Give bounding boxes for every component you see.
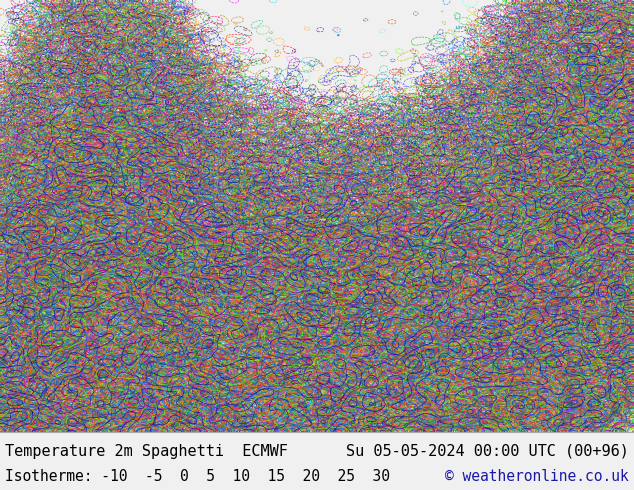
Text: 15: 15 [526,279,536,289]
Text: -10: -10 [232,109,245,117]
Text: 0: 0 [265,222,272,230]
Text: -10: -10 [157,25,167,38]
Text: 0: 0 [430,210,437,217]
Text: 0: 0 [408,205,413,211]
Text: -5: -5 [179,126,186,133]
Text: 5: 5 [245,255,251,262]
Text: 20: 20 [488,413,498,423]
Text: 15: 15 [494,331,504,339]
Text: 5: 5 [96,150,103,157]
Text: 5: 5 [370,270,377,277]
Text: -5: -5 [452,138,460,146]
Text: -5: -5 [307,188,316,196]
Text: 5: 5 [168,199,175,206]
Text: Isotherme: -10  -5  0  5  10  15  20  25  30: Isotherme: -10 -5 0 5 10 15 20 25 30 [5,469,390,484]
Text: 10: 10 [0,357,8,368]
Text: 25: 25 [564,401,574,408]
Text: 0: 0 [133,113,140,121]
Text: 10: 10 [281,374,291,381]
Text: 0: 0 [462,188,469,196]
Text: 10: 10 [207,286,216,297]
Text: Temperature 2m Spaghetti  ECMWF: Temperature 2m Spaghetti ECMWF [5,444,288,459]
Text: © weatheronline.co.uk: © weatheronline.co.uk [445,469,629,484]
Text: Su 05-05-2024 00:00 UTC (00+96): Su 05-05-2024 00:00 UTC (00+96) [346,444,629,459]
Text: 30: 30 [609,406,620,417]
Text: -10: -10 [57,18,70,27]
Text: 15: 15 [238,418,249,428]
Text: -5: -5 [129,43,138,51]
Text: 20: 20 [159,338,169,348]
Text: -10: -10 [285,121,297,130]
Text: 25: 25 [75,415,81,423]
Text: 15: 15 [168,285,179,294]
Text: -5: -5 [248,179,257,188]
Text: 20: 20 [624,237,634,247]
